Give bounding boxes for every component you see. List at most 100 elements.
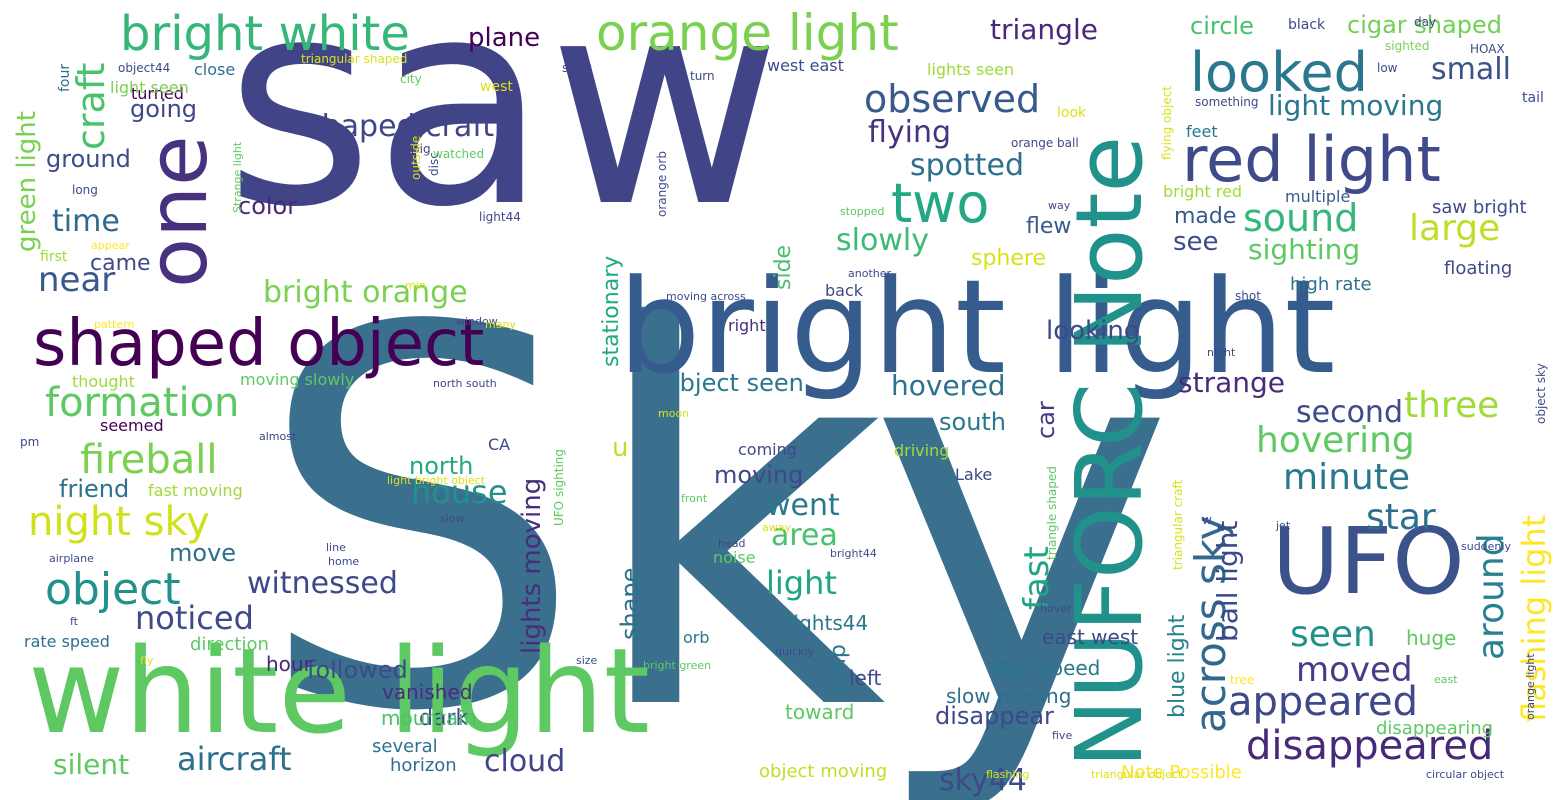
cloud-word: long [72, 183, 98, 197]
cloud-word: fly [140, 654, 154, 667]
cloud-word: size [576, 654, 598, 667]
cloud-word: hover [1040, 602, 1072, 615]
cloud-word: horizon [390, 755, 457, 776]
cloud-word: huge [1406, 626, 1457, 650]
cloud-word: slow [440, 512, 465, 525]
cloud-word: blue light [1165, 614, 1190, 718]
cloud-word: car [1032, 401, 1060, 439]
cloud-word: stopped [840, 205, 885, 218]
cloud-word: appeared [1228, 679, 1418, 725]
cloud-word: disappear [935, 702, 1054, 730]
cloud-word: night sky [28, 499, 210, 545]
cloud-word: spotted [910, 148, 1025, 183]
cloud-word: disappearing [1376, 718, 1494, 739]
cloud-word: almost [259, 430, 297, 443]
cloud-word: bright red [1163, 182, 1243, 201]
cloud-word: east west [1042, 625, 1139, 649]
cloud-word: something [1195, 95, 1259, 109]
cloud-word: min [405, 279, 426, 292]
cloud-word: bright44 [830, 547, 877, 560]
cloud-word: cloud [484, 744, 566, 779]
cloud-word: feet [1186, 122, 1218, 141]
cloud-word: window [456, 315, 498, 328]
cloud-word: UFO [1272, 508, 1465, 615]
cloud-word: turn [690, 69, 715, 83]
cloud-word: vanished [382, 680, 473, 704]
cloud-word: observed [864, 77, 1041, 121]
cloud-word: went [766, 488, 840, 523]
cloud-word: CA [488, 435, 511, 454]
cloud-word: small [1431, 52, 1511, 87]
cloud-word: jet [1276, 519, 1291, 532]
cloud-word: slowly [836, 223, 929, 258]
cloud-word: looking [1046, 316, 1141, 346]
cloud-word: bright light [618, 251, 1336, 403]
cloud-word: right [728, 316, 766, 335]
cloud-word: hour [266, 652, 312, 676]
cloud-word: cigar shaped [1347, 11, 1502, 39]
cloud-word: left [849, 666, 882, 690]
cloud-word: u [612, 433, 629, 463]
cloud-word: Lake [955, 465, 993, 484]
cloud-word: hovering [1256, 420, 1415, 461]
cloud-word: thought [72, 372, 135, 391]
cloud-word: circle [1190, 12, 1254, 40]
cloud-word: high speed [990, 656, 1101, 680]
cloud-word: color [238, 192, 298, 220]
cloud-word: circular object [1426, 768, 1505, 781]
cloud-word: appear [91, 239, 130, 252]
cloud-word: triangular shaped [301, 52, 408, 66]
cloud-word: triangle [990, 13, 1098, 46]
cloud-word: ball light [1211, 520, 1244, 642]
cloud-word: high rate [1290, 274, 1372, 295]
cloud-word: orange ball [1011, 136, 1079, 150]
cloud-word: star [1366, 497, 1436, 538]
cloud-word: sighted [1385, 39, 1430, 53]
cloud-word: moving across [666, 290, 746, 303]
cloud-word: lights moving [517, 477, 547, 654]
cloud-word: south [939, 408, 1007, 436]
cloud-word: pm [20, 435, 40, 449]
cloud-word: tail [1522, 90, 1544, 106]
cloud-word: four [57, 63, 73, 92]
cloud-word: object seen [665, 369, 804, 397]
cloud-word: orb [683, 628, 710, 647]
cloud-word: light moving [1268, 89, 1444, 122]
cloud-word: city [400, 72, 422, 86]
cloud-word: triangle shaped [1045, 466, 1059, 560]
cloud-word: flashing [986, 768, 1030, 781]
cloud-word: outside [409, 135, 423, 180]
cloud-word: flying [868, 115, 952, 150]
cloud-word: light bright object [387, 474, 486, 487]
cloud-word: north [409, 452, 474, 480]
cloud-word: flying object [1160, 85, 1174, 160]
cloud-word: west east [767, 56, 844, 75]
cloud-word: formation [45, 380, 240, 426]
cloud-word: many [485, 318, 516, 331]
cloud-word: suddenly [1461, 540, 1511, 553]
cloud-word: east [1434, 673, 1458, 686]
cloud-word: look [1057, 105, 1087, 121]
cloud-word: three [1404, 385, 1500, 426]
cloud-word: night [1207, 346, 1236, 359]
cloud-word: bright green [643, 659, 712, 672]
cloud-word: Note Possible [1121, 762, 1242, 783]
cloud-word: back [825, 281, 864, 300]
cloud-word: red light [1182, 123, 1441, 196]
cloud-word: came [90, 251, 151, 276]
cloud-word: way [1048, 199, 1071, 212]
cloud-word: first [40, 249, 68, 265]
cloud-word: triangular craft [1171, 479, 1185, 570]
cloud-word: day [1414, 15, 1437, 29]
cloud-word: two [891, 172, 990, 235]
cloud-word: green light [12, 111, 42, 252]
cloud-word: noticed [135, 599, 254, 637]
cloud-word: line [326, 541, 346, 554]
cloud-word: pattern [94, 318, 135, 331]
cloud-word: front [681, 492, 708, 505]
cloud-word: object44 [118, 61, 171, 75]
cloud-word: plane [468, 23, 541, 53]
cloud-word: object moving [759, 761, 888, 782]
cloud-word: rate speed [24, 632, 110, 651]
